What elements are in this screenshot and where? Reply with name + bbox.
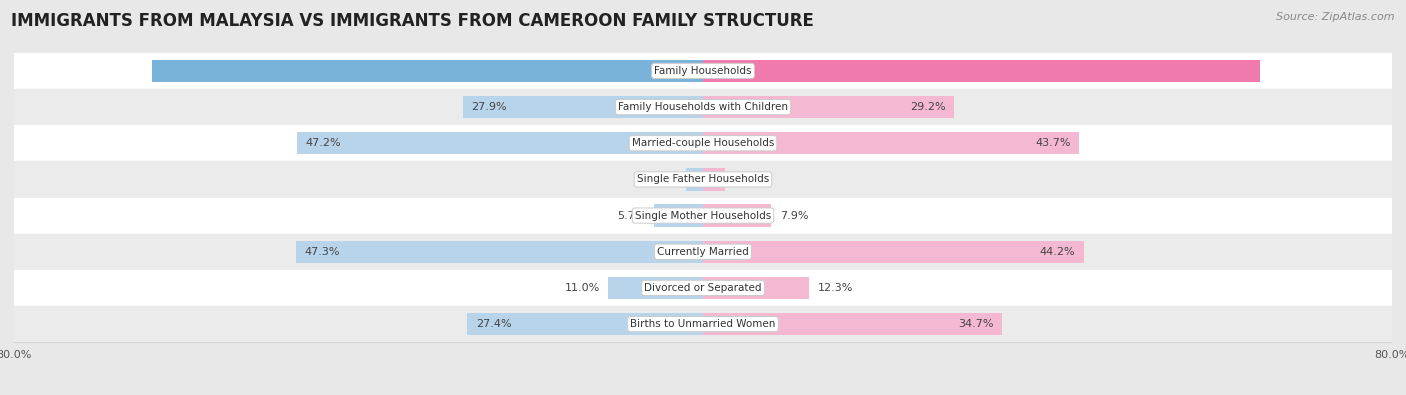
Bar — [609, 277, 703, 299]
Bar — [14, 270, 1392, 306]
Text: 7.9%: 7.9% — [780, 211, 808, 220]
Bar — [152, 60, 703, 82]
Bar — [703, 168, 724, 191]
Bar — [14, 306, 1392, 342]
Text: 64.7%: 64.7% — [682, 66, 720, 76]
Text: Births to Unmarried Women: Births to Unmarried Women — [630, 319, 776, 329]
Text: 2.5%: 2.5% — [733, 175, 762, 184]
Bar — [686, 168, 703, 191]
Text: Family Households: Family Households — [654, 66, 752, 76]
Bar — [703, 60, 1260, 82]
Text: 11.0%: 11.0% — [564, 283, 599, 293]
Text: 34.7%: 34.7% — [957, 319, 993, 329]
Text: IMMIGRANTS FROM MALAYSIA VS IMMIGRANTS FROM CAMEROON FAMILY STRUCTURE: IMMIGRANTS FROM MALAYSIA VS IMMIGRANTS F… — [11, 12, 814, 30]
Bar — [703, 96, 955, 118]
Bar — [297, 132, 703, 154]
Bar — [703, 241, 1084, 263]
Bar — [14, 53, 1392, 89]
Text: 5.7%: 5.7% — [617, 211, 645, 220]
Bar — [463, 96, 703, 118]
Bar — [703, 313, 1002, 335]
Text: 64.0%: 64.0% — [686, 66, 724, 76]
Text: Divorced or Separated: Divorced or Separated — [644, 283, 762, 293]
Bar — [654, 204, 703, 227]
Text: Married-couple Households: Married-couple Households — [631, 138, 775, 148]
Text: 2.0%: 2.0% — [648, 175, 678, 184]
Bar — [14, 234, 1392, 270]
Bar — [14, 89, 1392, 125]
Text: 47.2%: 47.2% — [305, 138, 340, 148]
Text: 43.7%: 43.7% — [1035, 138, 1071, 148]
Text: 27.9%: 27.9% — [471, 102, 508, 112]
Text: Source: ZipAtlas.com: Source: ZipAtlas.com — [1277, 12, 1395, 22]
Bar — [703, 132, 1080, 154]
Text: Single Mother Households: Single Mother Households — [636, 211, 770, 220]
Text: Family Households with Children: Family Households with Children — [619, 102, 787, 112]
Bar — [467, 313, 703, 335]
Bar — [703, 277, 808, 299]
Bar — [703, 204, 770, 227]
Text: 12.3%: 12.3% — [817, 283, 853, 293]
Bar — [14, 125, 1392, 161]
Text: 47.3%: 47.3% — [304, 247, 340, 257]
Bar — [14, 198, 1392, 234]
Bar — [14, 161, 1392, 198]
Text: Currently Married: Currently Married — [657, 247, 749, 257]
Text: 27.4%: 27.4% — [475, 319, 512, 329]
Text: 29.2%: 29.2% — [910, 102, 946, 112]
Text: 44.2%: 44.2% — [1039, 247, 1076, 257]
Text: Single Father Households: Single Father Households — [637, 175, 769, 184]
Bar — [295, 241, 703, 263]
